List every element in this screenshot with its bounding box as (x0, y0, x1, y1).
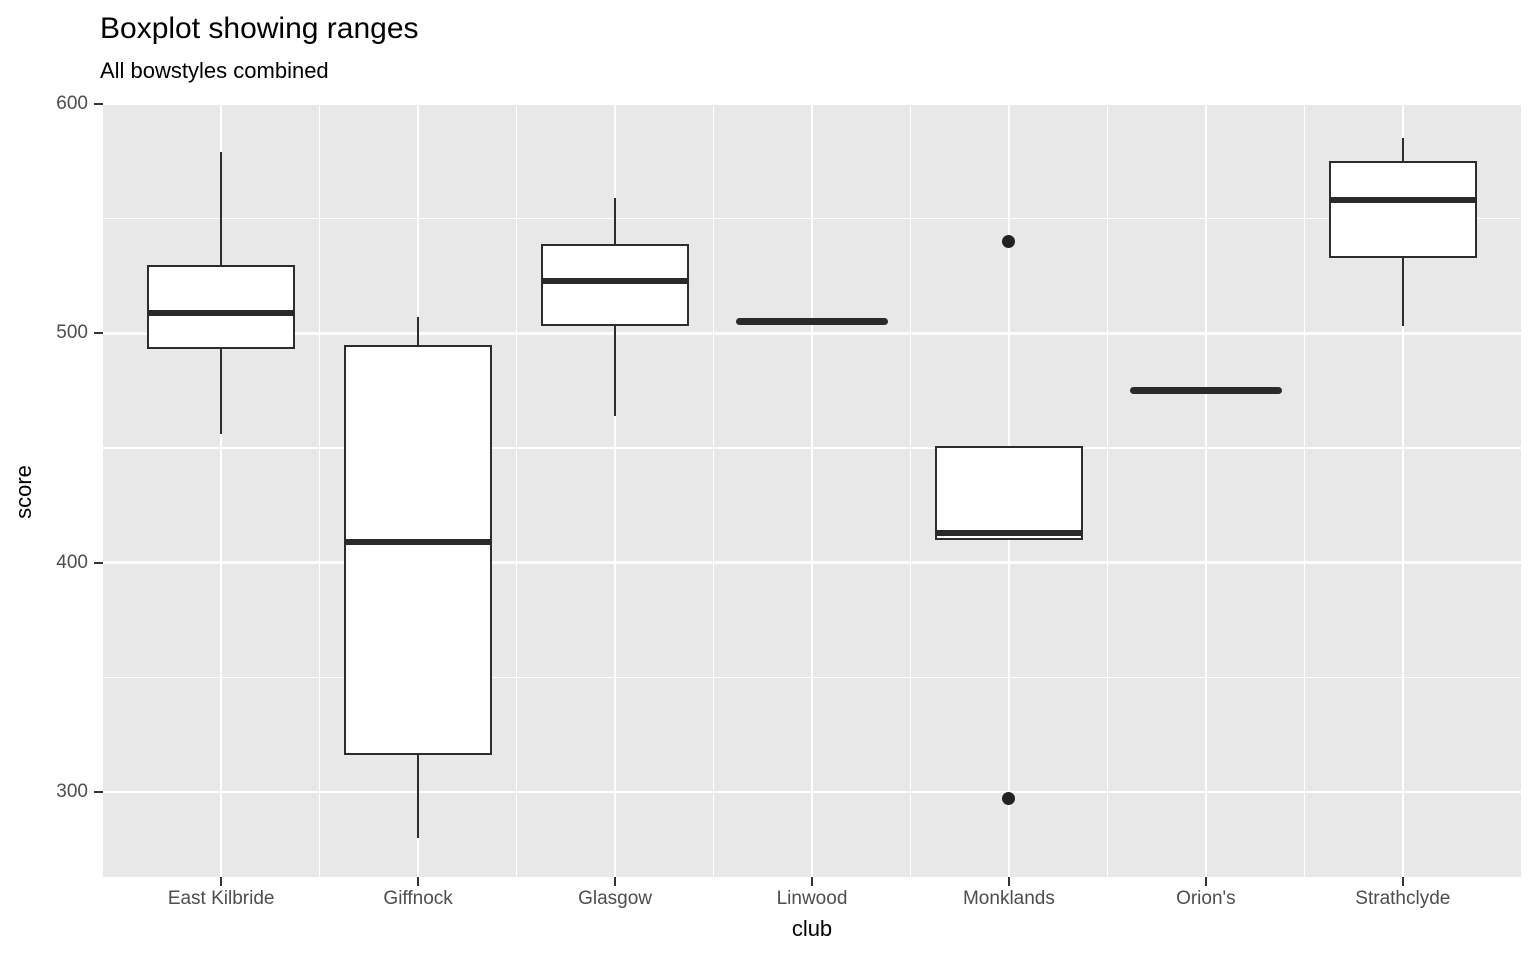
chart-title: Boxplot showing ranges (100, 12, 419, 45)
y-tick (94, 332, 103, 335)
y-tick-label: 500 (56, 322, 88, 344)
x-gridline-minor (1106, 105, 1109, 877)
x-tick-label-strathclyde: Strathclyde (1355, 888, 1451, 909)
x-gridline-minor (515, 105, 518, 877)
boxplot-whisker-upper-giffnock (416, 317, 420, 345)
x-gridline-major-east-kilbride (219, 105, 223, 877)
x-gridline-minor (1303, 105, 1306, 877)
x-gridline-major-orion-s (1204, 105, 1208, 877)
x-tick (810, 877, 814, 886)
x-gridline-minor (318, 105, 321, 877)
x-gridline-major-linwood (810, 105, 814, 877)
x-tick-label-linwood: Linwood (776, 888, 848, 909)
y-axis-title: score (11, 465, 36, 519)
y-tick-label: 400 (56, 551, 88, 573)
boxplot-median-strathclyde (1328, 197, 1477, 204)
boxplot-box-east-kilbride (147, 264, 296, 350)
x-tick (1401, 877, 1404, 886)
outlier-point-monklands (1002, 235, 1016, 249)
y-tick-label: 300 (56, 780, 88, 802)
x-tick-label-orion-s: Orion's (1176, 888, 1236, 909)
boxplot-whisker-upper-glasgow (613, 198, 617, 244)
plot-panel (103, 105, 1521, 877)
x-tick (220, 877, 223, 886)
x-gridline-minor (909, 105, 912, 877)
boxplot-whisker-lower-giffnock (416, 755, 420, 838)
y-tick (94, 561, 103, 564)
x-tick-label-glasgow: Glasgow (578, 888, 652, 909)
boxplot-median-giffnock (344, 539, 493, 546)
boxplot-whisker-lower-strathclyde (1401, 257, 1405, 327)
boxplot-median-linwood (736, 318, 888, 326)
y-tick (94, 790, 103, 794)
chart-subtitle: All bowstyles combined (100, 58, 329, 83)
outlier-point-monklands (1002, 792, 1016, 806)
boxplot-whisker-upper-east-kilbride (219, 152, 223, 265)
boxplot-whisker-upper-strathclyde (1401, 138, 1405, 162)
x-tick-label-east-kilbride: East Kilbride (167, 888, 275, 909)
y-tick-label: 600 (56, 93, 88, 114)
boxplot-median-east-kilbride (147, 309, 296, 316)
x-tick (1204, 877, 1207, 886)
boxplot-median-glasgow (541, 277, 690, 284)
x-tick (417, 877, 420, 886)
x-gridline-major-strathclyde (1401, 105, 1405, 877)
y-tick (94, 102, 103, 106)
boxplot-median-orion-s (1129, 387, 1282, 395)
boxplot-median-monklands (934, 529, 1083, 536)
boxplot-box-glasgow (541, 243, 690, 327)
x-tick (1007, 877, 1011, 886)
x-tick (613, 877, 617, 886)
x-tick-label-giffnock: Giffnock (383, 888, 453, 909)
x-gridline-major-glasgow (613, 105, 617, 877)
boxplot-box-giffnock (344, 344, 493, 756)
x-gridline-minor (712, 105, 715, 877)
x-tick-label-monklands: Monklands (962, 888, 1055, 909)
boxplot-whisker-lower-glasgow (613, 326, 617, 416)
boxplot-whisker-lower-east-kilbride (219, 349, 223, 435)
boxplot-box-strathclyde (1328, 161, 1477, 258)
x-axis-title: club (791, 916, 833, 941)
boxplot-box-monklands (934, 445, 1083, 540)
